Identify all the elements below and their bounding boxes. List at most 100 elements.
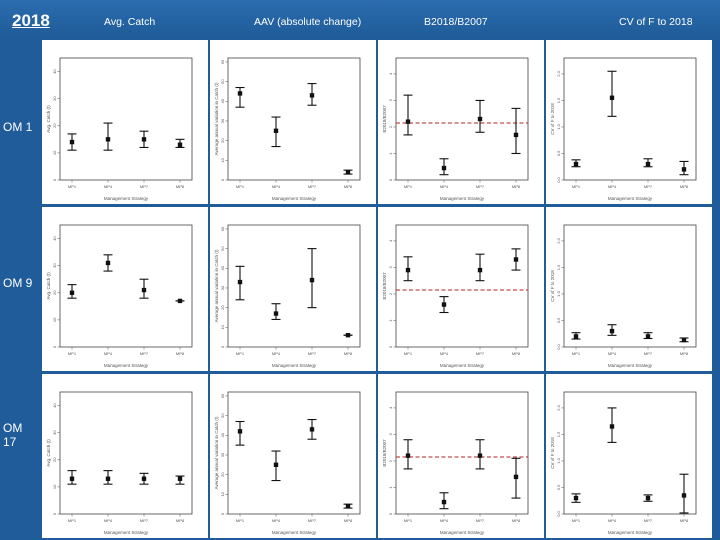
y-tick-label: 2: [388, 292, 393, 295]
x-axis-title: Management Strategy: [104, 530, 149, 535]
data-point-MP8: [177, 298, 183, 304]
x-tick-label: MP4: [608, 351, 617, 356]
y-tick-label: 0: [52, 345, 57, 348]
y-tick-label: 30: [52, 430, 57, 435]
data-point-MP7: [477, 116, 483, 122]
x-tick-label: MP1: [404, 518, 413, 523]
data-point-MP8: [345, 332, 351, 338]
x-axis-title: Management Strategy: [608, 363, 653, 368]
data-point-MP1: [69, 139, 75, 145]
panel-2-0: 0 1 2 3 4 B2018/B2007 MP1 MP4 MP7 MP8 Management S…: [378, 40, 544, 204]
x-tick-label: MP8: [680, 351, 689, 356]
plot-svg: 0.0 0.5 1.0 1.5 2.0 CV of F to 2018 MP1 MP4 MP7 M…: [550, 57, 697, 201]
data-point-MP1: [573, 495, 579, 501]
y-axis-title: Average annual variation in Catch (t): [214, 249, 219, 322]
x-tick-label: MP7: [476, 518, 485, 523]
y-tick-label: 10: [52, 150, 57, 155]
x-tick-label: MP1: [236, 184, 245, 189]
y-tick-label: 40: [220, 432, 225, 437]
y-tick-label: 2.0: [556, 237, 561, 243]
y-tick-label: 1.0: [556, 123, 561, 129]
panel-2-2: 0 1 2 3 4 B2018/B2007 MP1 MP4 MP7 MP8 Management S…: [378, 374, 544, 538]
panel-0-1: 0 10 20 30 40 Avg. Catch (t) MP1 MP4 MP7 MP8 Manag…: [42, 207, 208, 371]
data-point-MP8: [513, 132, 519, 138]
data-point-MP7: [477, 267, 483, 273]
y-tick-label: 2.0: [556, 404, 561, 410]
y-axis-title: Avg. Catch (t): [46, 272, 51, 300]
data-point-MP4: [105, 137, 111, 142]
x-tick-label: MP7: [644, 184, 653, 189]
y-tick-label: 2.0: [556, 70, 561, 76]
plot-frame: [227, 57, 361, 181]
y-tick-label: 30: [220, 118, 225, 123]
y-tick-label: 20: [52, 290, 57, 295]
data-point-MP1: [237, 91, 243, 96]
x-tick-label: MP1: [572, 184, 581, 189]
column-title-biomass-ratio: B2018/B2007: [424, 16, 488, 28]
data-point-MP7: [645, 161, 651, 167]
y-tick-label: 20: [220, 472, 225, 477]
y-tick-label: 0.5: [556, 150, 561, 156]
x-tick-label: MP7: [140, 184, 149, 189]
panel-0-0: 0 10 20 30 40 Avg. Catch (t) MP1 MP4 MP7 MP8 Manag…: [42, 40, 208, 204]
y-tick-label: 0: [388, 512, 393, 515]
data-point-MP8: [681, 337, 687, 343]
plot-svg: 0 10 20 30 40 Avg. Catch (t) MP1 MP4 MP7 MP8 Manag…: [46, 224, 193, 368]
data-point-MP1: [405, 453, 411, 458]
data-point-MP8: [513, 474, 519, 480]
y-tick-label: 4: [388, 406, 393, 409]
data-point-MP8: [177, 476, 183, 481]
data-point-MP1: [573, 334, 579, 339]
y-tick-label: 0: [388, 345, 393, 348]
plot-svg: 0.0 0.5 1.0 1.5 2.0 CV of F to 2018 MP1 MP4 MP7 M…: [550, 391, 697, 535]
data-point-MP7: [309, 277, 315, 283]
header-band: [0, 0, 720, 36]
data-point-MP1: [405, 267, 411, 273]
x-tick-label: MP8: [512, 184, 521, 189]
data-point-MP4: [441, 499, 447, 505]
plot-svg: 0 1 2 3 4 B2018/B2007 MP1 MP4 MP7 MP8 Management S…: [382, 391, 529, 535]
plot-svg: 0 10 20 30 40 Avg. Catch (t) MP1 MP4 MP7 MP8 Manag…: [46, 57, 193, 201]
x-axis-title: Management Strategy: [272, 363, 317, 368]
data-point-MP8: [345, 503, 351, 509]
y-tick-label: 1.5: [556, 431, 561, 437]
plot-frame: [395, 57, 529, 181]
y-tick-label: 20: [52, 457, 57, 462]
data-point-MP8: [513, 257, 519, 262]
y-tick-label: 1.0: [556, 290, 561, 296]
error-bar-MP4: [103, 122, 113, 151]
x-tick-label: MP7: [308, 518, 317, 523]
x-tick-label: MP7: [476, 184, 485, 189]
data-point-MP8: [681, 167, 687, 172]
data-point-MP8: [177, 142, 183, 147]
panel-1-0: 0 10 20 30 40 50 60 Average annual variation in…: [210, 40, 376, 204]
panel-1-1: 0 10 20 30 40 50 60 Average annual variation in…: [210, 207, 376, 371]
x-axis-title: Management Strategy: [272, 530, 317, 535]
x-tick-label: MP1: [236, 351, 245, 356]
x-tick-label: MP7: [308, 184, 317, 189]
data-point-MP4: [609, 328, 615, 334]
plot-svg: 0 10 20 30 40 50 60 Average annual variation in…: [214, 391, 361, 535]
data-point-MP7: [141, 476, 147, 481]
y-tick-label: 0.0: [556, 343, 561, 349]
y-axis-title: Avg. Catch (t): [46, 105, 51, 133]
y-tick-label: 40: [52, 403, 57, 408]
x-axis-title: Management Strategy: [272, 196, 317, 201]
y-axis-title: B2018/B2007: [382, 105, 387, 133]
panel-2-1: 0 1 2 3 4 B2018/B2007 MP1 MP4 MP7 MP8 Management S…: [378, 207, 544, 371]
y-tick-label: 0: [52, 512, 57, 515]
y-tick-label: 1.5: [556, 97, 561, 103]
y-tick-label: 0: [220, 178, 225, 181]
plot-svg: 0 10 20 30 40 50 60 Average annual variation in…: [214, 224, 361, 368]
panel-3-0: 0.0 0.5 1.0 1.5 2.0 CV of F to 2018 MP1 MP4 MP7 M…: [546, 40, 712, 204]
plot-frame: [59, 57, 193, 181]
y-tick-label: 60: [220, 226, 225, 231]
y-tick-label: 60: [220, 59, 225, 64]
data-point-MP7: [141, 137, 147, 142]
y-axis-title: Avg. Catch (t): [46, 439, 51, 467]
y-tick-label: 1: [388, 486, 393, 489]
x-tick-label: MP8: [680, 518, 689, 523]
data-point-MP4: [273, 462, 279, 468]
x-axis-title: Management Strategy: [440, 363, 485, 368]
x-axis-title: Management Strategy: [104, 196, 149, 201]
